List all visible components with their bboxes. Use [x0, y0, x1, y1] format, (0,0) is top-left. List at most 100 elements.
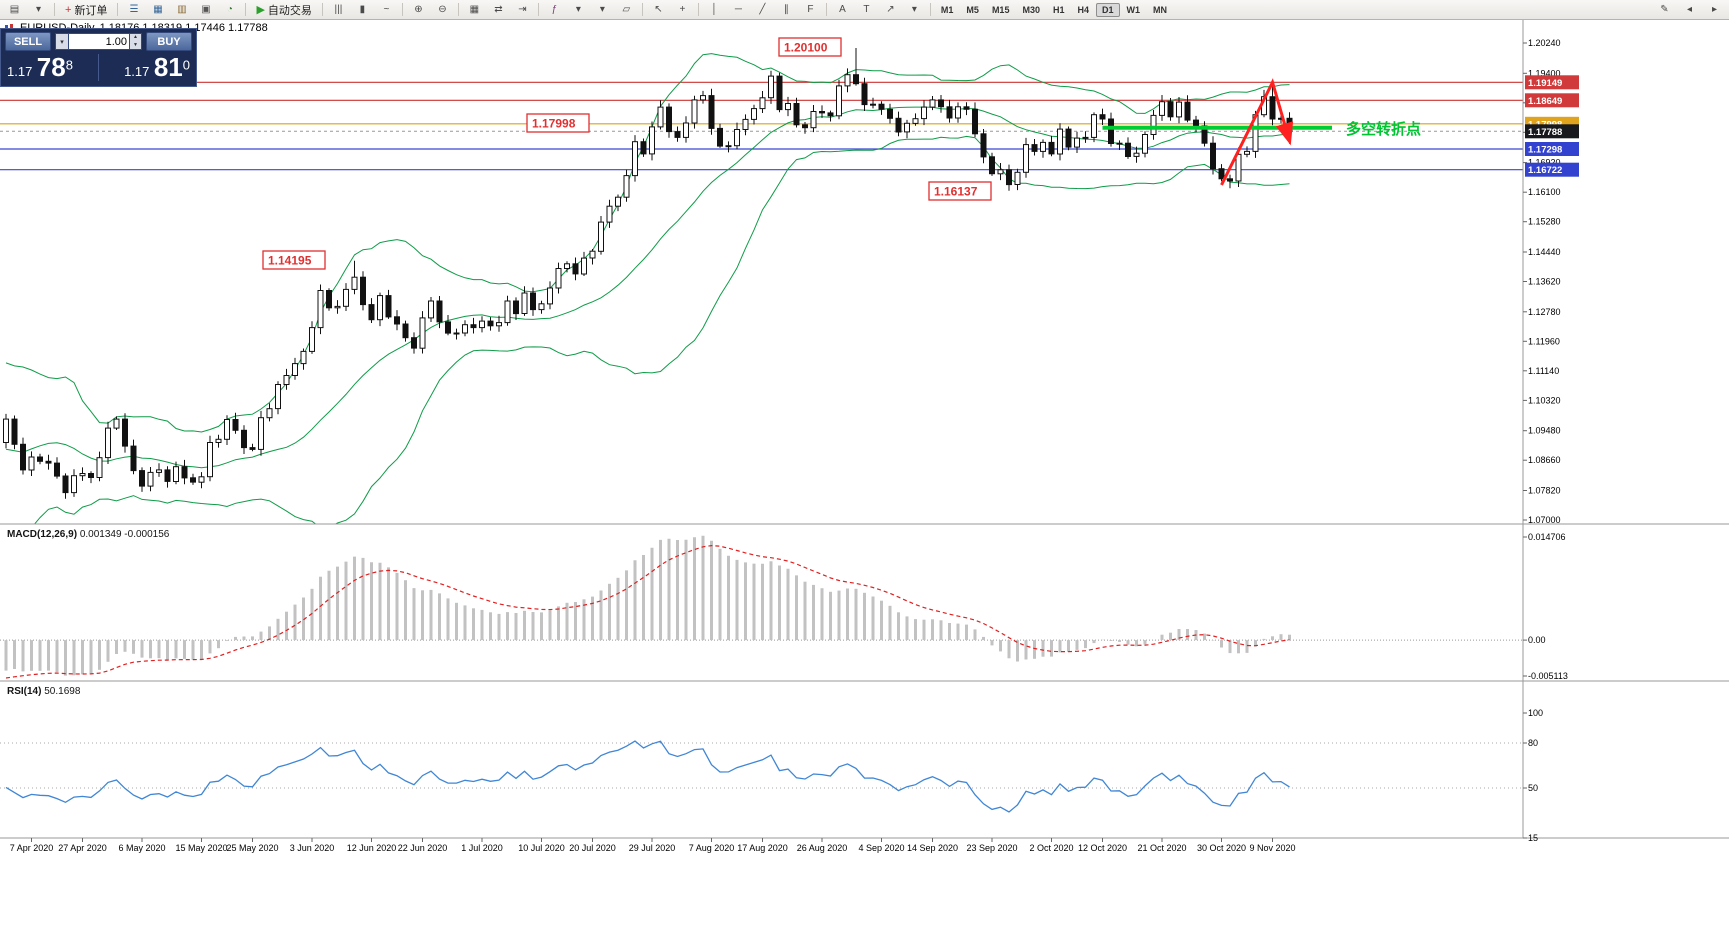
- reversal-arrow[interactable]: [1220, 78, 1294, 186]
- axis-price-label: 1.19149: [1525, 75, 1579, 90]
- sell-button[interactable]: SELL: [5, 32, 51, 51]
- new-chart-icon[interactable]: ▤: [9, 4, 20, 15]
- svg-text:100: 100: [1528, 708, 1543, 718]
- toolbar-separator: [929, 3, 931, 16]
- timeframe-m30[interactable]: M30: [1022, 4, 1040, 15]
- arrows-dropdown-icon[interactable]: ▾: [911, 4, 917, 15]
- auto-scroll-icon[interactable]: ⇄: [494, 4, 503, 15]
- one-click-trade-panel: SELL ▾ ▲▼ BUY 1.17 788 1.17 810: [0, 28, 197, 87]
- svg-text:1.09480: 1.09480: [1528, 426, 1561, 436]
- svg-text:1.20100: 1.20100: [784, 41, 828, 55]
- timeframe-h1[interactable]: H1: [1052, 4, 1065, 15]
- new-chart-dropdown-icon[interactable]: ▾: [35, 4, 42, 15]
- templates-icon[interactable]: ▱: [622, 4, 631, 15]
- svg-text:50: 50: [1528, 783, 1538, 793]
- toolbar-separator: [245, 3, 247, 16]
- indicators-icon[interactable]: ƒ: [551, 4, 558, 15]
- svg-text:80: 80: [1528, 738, 1538, 748]
- auto-trading-label: 自动交易: [267, 4, 312, 17]
- svg-text:30 Oct 2020: 30 Oct 2020: [1197, 843, 1246, 853]
- timeframe-w1[interactable]: W1: [1126, 4, 1141, 15]
- axis-price-label: 1.17788: [1525, 124, 1579, 139]
- toolbar-separator: [321, 3, 323, 16]
- horizontal-line-tool-icon[interactable]: ─: [734, 4, 742, 15]
- svg-text:12 Oct 2020: 12 Oct 2020: [1078, 843, 1127, 853]
- timeframe-h4[interactable]: H4: [1077, 4, 1089, 15]
- rsi-axis[interactable]: 100 80 50 15: [1523, 708, 1543, 843]
- svg-text:-0.005113: -0.005113: [1528, 671, 1568, 681]
- chart-shift-icon[interactable]: ⇥: [518, 4, 527, 15]
- scroll-right-icon[interactable]: ▸: [1711, 4, 1718, 15]
- volume-stepper[interactable]: ▲ ▼: [130, 33, 142, 50]
- data-window-icon[interactable]: ▦: [153, 4, 163, 15]
- zoom-in-icon[interactable]: ⊕: [414, 4, 423, 15]
- timeframe-m5[interactable]: M5: [966, 4, 979, 15]
- svg-text:1.14195: 1.14195: [268, 254, 312, 268]
- horizontal-lines[interactable]: [0, 81, 1523, 171]
- strategy-tester-icon[interactable]: ◔: [226, 4, 233, 15]
- volume-dropdown[interactable]: ▾: [55, 33, 69, 50]
- svg-text:4 Sep 2020: 4 Sep 2020: [858, 843, 904, 853]
- edit-pencil-icon[interactable]: ✎: [1660, 4, 1669, 15]
- price-annotation: 1.20100: [778, 37, 842, 57]
- new-order-button[interactable]: + 新订单: [59, 1, 113, 19]
- svg-text:20 Jul 2020: 20 Jul 2020: [569, 843, 616, 853]
- fibonacci-tool-icon[interactable]: F: [807, 4, 814, 15]
- panel-separators[interactable]: [0, 20, 1729, 840]
- auto-trading-icon: ▶: [256, 4, 265, 16]
- bar-chart-mode-icon[interactable]: |||: [334, 4, 343, 15]
- macd-axis[interactable]: 0.014706 0.00 -0.005113: [1523, 532, 1568, 681]
- price-annotations[interactable]: 1.20100 1.17998 1.16137 1.14195: [262, 37, 992, 270]
- svg-text:1.08660: 1.08660: [1528, 455, 1561, 465]
- timeframes-dropdown-icon[interactable]: ▾: [599, 4, 605, 15]
- toolbar-separator: [641, 3, 643, 16]
- timeframe-m1[interactable]: M1: [940, 4, 954, 15]
- market-watch-icon[interactable]: ☰: [129, 4, 139, 15]
- timeframe-d1[interactable]: D1: [1096, 2, 1120, 17]
- buy-button[interactable]: BUY: [146, 32, 192, 51]
- toolbar-separator: [537, 3, 539, 16]
- auto-trading-button[interactable]: ▶ 自动交易: [250, 1, 317, 19]
- axis-price-label: 1.17298: [1525, 142, 1579, 156]
- turning-point-annotation[interactable]: 多空转折点: [1346, 121, 1422, 138]
- label-tool-icon[interactable]: T: [863, 4, 870, 15]
- channel-tool-icon[interactable]: ∥: [783, 4, 789, 15]
- zoom-out-icon[interactable]: ⊖: [438, 4, 447, 15]
- svg-text:15 May 2020: 15 May 2020: [175, 843, 227, 853]
- text-tool-icon[interactable]: A: [839, 4, 846, 15]
- terminal-icon[interactable]: ▣: [201, 4, 211, 15]
- svg-text:1.12780: 1.12780: [1528, 307, 1561, 317]
- timeframe-m15[interactable]: M15: [991, 4, 1010, 15]
- macd-panel: [0, 535, 1523, 679]
- timeframe-mn[interactable]: MN: [1153, 4, 1168, 15]
- candlestick-mode-icon[interactable]: ▮: [359, 4, 366, 15]
- time-axis[interactable]: 7 Apr 2020 27 Apr 2020 6 May 2020 15 May 20…: [10, 838, 1296, 853]
- tile-windows-icon[interactable]: ▦: [469, 4, 480, 15]
- ask-price[interactable]: 1.17 810: [124, 52, 190, 82]
- line-chart-mode-icon[interactable]: ~: [383, 4, 390, 15]
- crosshair-tool-icon[interactable]: +: [679, 4, 686, 15]
- toolbar-separator: [825, 3, 827, 16]
- arrows-tool-icon[interactable]: ↗: [886, 4, 895, 15]
- trendline-tool-icon[interactable]: ╱: [759, 4, 766, 15]
- bid-price[interactable]: 1.17 788: [7, 52, 73, 82]
- svg-text:1.13620: 1.13620: [1528, 277, 1561, 287]
- scroll-left-icon[interactable]: ◂: [1686, 4, 1693, 15]
- svg-text:22 Jun 2020: 22 Jun 2020: [398, 843, 448, 853]
- volume-input[interactable]: [69, 33, 130, 50]
- svg-text:0.00: 0.00: [1528, 635, 1546, 645]
- svg-text:12 Jun 2020: 12 Jun 2020: [347, 843, 397, 853]
- svg-text:15: 15: [1528, 833, 1538, 843]
- price-axis[interactable]: 1.202401.194001.185801.177601.169201.161…: [1523, 38, 1561, 525]
- cursor-tool-icon[interactable]: ↖: [654, 4, 663, 15]
- svg-text:1.15280: 1.15280: [1528, 217, 1561, 227]
- volume-down-icon[interactable]: ▼: [133, 41, 138, 48]
- volume-up-icon[interactable]: ▲: [133, 34, 138, 40]
- svg-text:10 Jul 2020: 10 Jul 2020: [518, 843, 565, 853]
- navigator-icon[interactable]: ▥: [177, 4, 187, 15]
- macd-indicator-label: MACD(12,26,9) 0.001349 -0.000156: [7, 529, 169, 540]
- svg-text:29 Jul 2020: 29 Jul 2020: [629, 843, 676, 853]
- indicators-dropdown-icon[interactable]: ▾: [575, 4, 581, 15]
- vertical-line-tool-icon[interactable]: │: [711, 4, 718, 15]
